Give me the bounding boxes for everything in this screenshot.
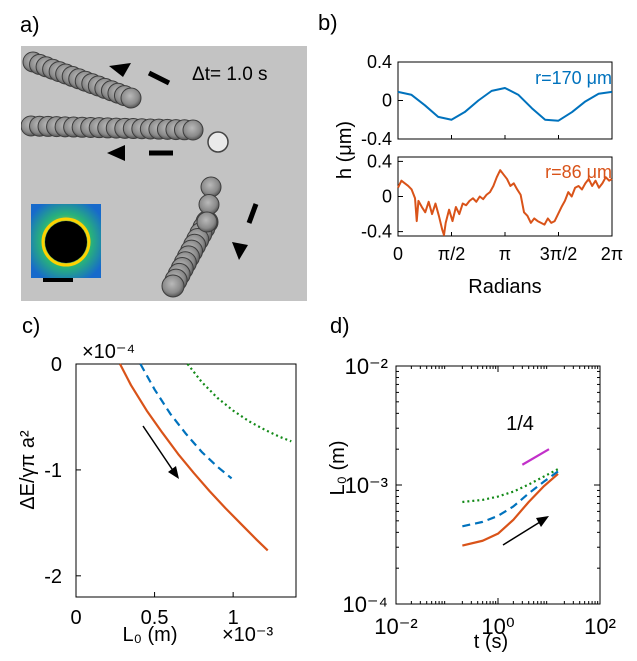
y-axis-label: L₀ (m) <box>327 441 349 496</box>
y-tick-label: 0.4 <box>367 52 392 72</box>
panel-label-c: c) <box>22 313 41 338</box>
y-tick-label: 0 <box>382 187 392 207</box>
inset-ring <box>41 217 91 267</box>
arrow-head-icon <box>232 242 248 260</box>
x-axis-label: t (s) <box>474 631 508 653</box>
arrow-dash <box>246 203 259 224</box>
x-tick-label: 3π/2 <box>540 244 577 264</box>
series-line-dashed <box>462 470 559 528</box>
slope-label: 1/4 <box>506 413 534 435</box>
x-tick-label: 10⁻² <box>374 614 417 639</box>
d-plot-area <box>395 365 601 605</box>
series-line-dotted <box>462 468 559 504</box>
time-interval-label: Δt= 1.0 s <box>192 64 268 85</box>
arrow-head-icon <box>109 63 131 77</box>
y-tick-label: 10⁻⁴ <box>342 592 388 617</box>
series-line-dotted <box>186 363 292 443</box>
series-line-blue <box>397 86 613 122</box>
droplet-trail-middle <box>21 115 204 141</box>
x-tick-label: π/2 <box>438 244 465 264</box>
panel-label-b: b) <box>318 10 338 35</box>
x-tick-label: 1 <box>228 607 239 629</box>
y-axis-label: ΔE/γπ a² <box>17 430 39 510</box>
panel-label-a: a) <box>20 12 40 37</box>
slope-reference-line <box>521 448 550 466</box>
series-line-solid <box>119 363 269 552</box>
arrow-dash <box>147 70 171 86</box>
y-axis-label: h (μm) <box>334 121 356 179</box>
trend-arrow-icon <box>502 521 541 546</box>
motion-arrows <box>147 70 259 224</box>
x-tick-label: 10⁰ <box>481 614 514 639</box>
series-line-dashed <box>139 363 233 480</box>
y-tick-label: 0 <box>51 354 62 376</box>
y-tick-label: 10⁻² <box>345 354 388 379</box>
droplet-isolated <box>207 131 229 153</box>
x-tick-label: π <box>499 244 511 264</box>
panel-label-d: d) <box>330 313 350 338</box>
droplet-trail-bottom <box>161 176 222 298</box>
y-multiplier-label: ×10⁻⁴ <box>82 341 135 363</box>
series-line-solid <box>462 473 559 547</box>
trend-arrow-icon <box>142 425 175 473</box>
trend-arrow-head-icon <box>168 466 179 479</box>
y-tick-label: 0 <box>382 91 392 111</box>
x-tick-label: 10² <box>584 614 616 639</box>
x-tick-label: 0 <box>70 607 81 629</box>
droplet <box>196 211 218 233</box>
series-line-orange <box>397 169 613 237</box>
x-tick-label: 0 <box>393 244 403 264</box>
trend-arrow-head-icon <box>536 516 549 527</box>
c-plot-area <box>75 363 297 598</box>
droplet <box>161 274 185 298</box>
y-tick-label: 0.4 <box>367 151 392 171</box>
x-axis-label: L₀ (m) <box>123 624 178 646</box>
droplet <box>120 87 142 109</box>
y-tick-label: -0.4 <box>361 129 392 149</box>
x-tick-label: 2π <box>601 244 623 264</box>
droplet <box>182 119 204 141</box>
arrow-head-icon <box>107 145 125 161</box>
x-multiplier-label: ×10⁻³ <box>222 624 273 646</box>
series-annotation: r=86 μm <box>545 162 612 182</box>
y-tick-label: -1 <box>44 460 62 482</box>
droplet-trail-top <box>22 51 142 109</box>
y-tick-label: -0.4 <box>361 222 392 242</box>
x-tick-label: 0.5 <box>141 607 169 629</box>
microscope-image: Δt= 1.0 s <box>21 46 307 301</box>
y-tick-label: 10⁻³ <box>345 473 388 498</box>
series-annotation: r=170 μm <box>535 68 612 88</box>
x-axis-label: Radians <box>468 276 541 298</box>
inset-droplet <box>45 221 87 263</box>
y-tick-label: -2 <box>44 566 62 588</box>
